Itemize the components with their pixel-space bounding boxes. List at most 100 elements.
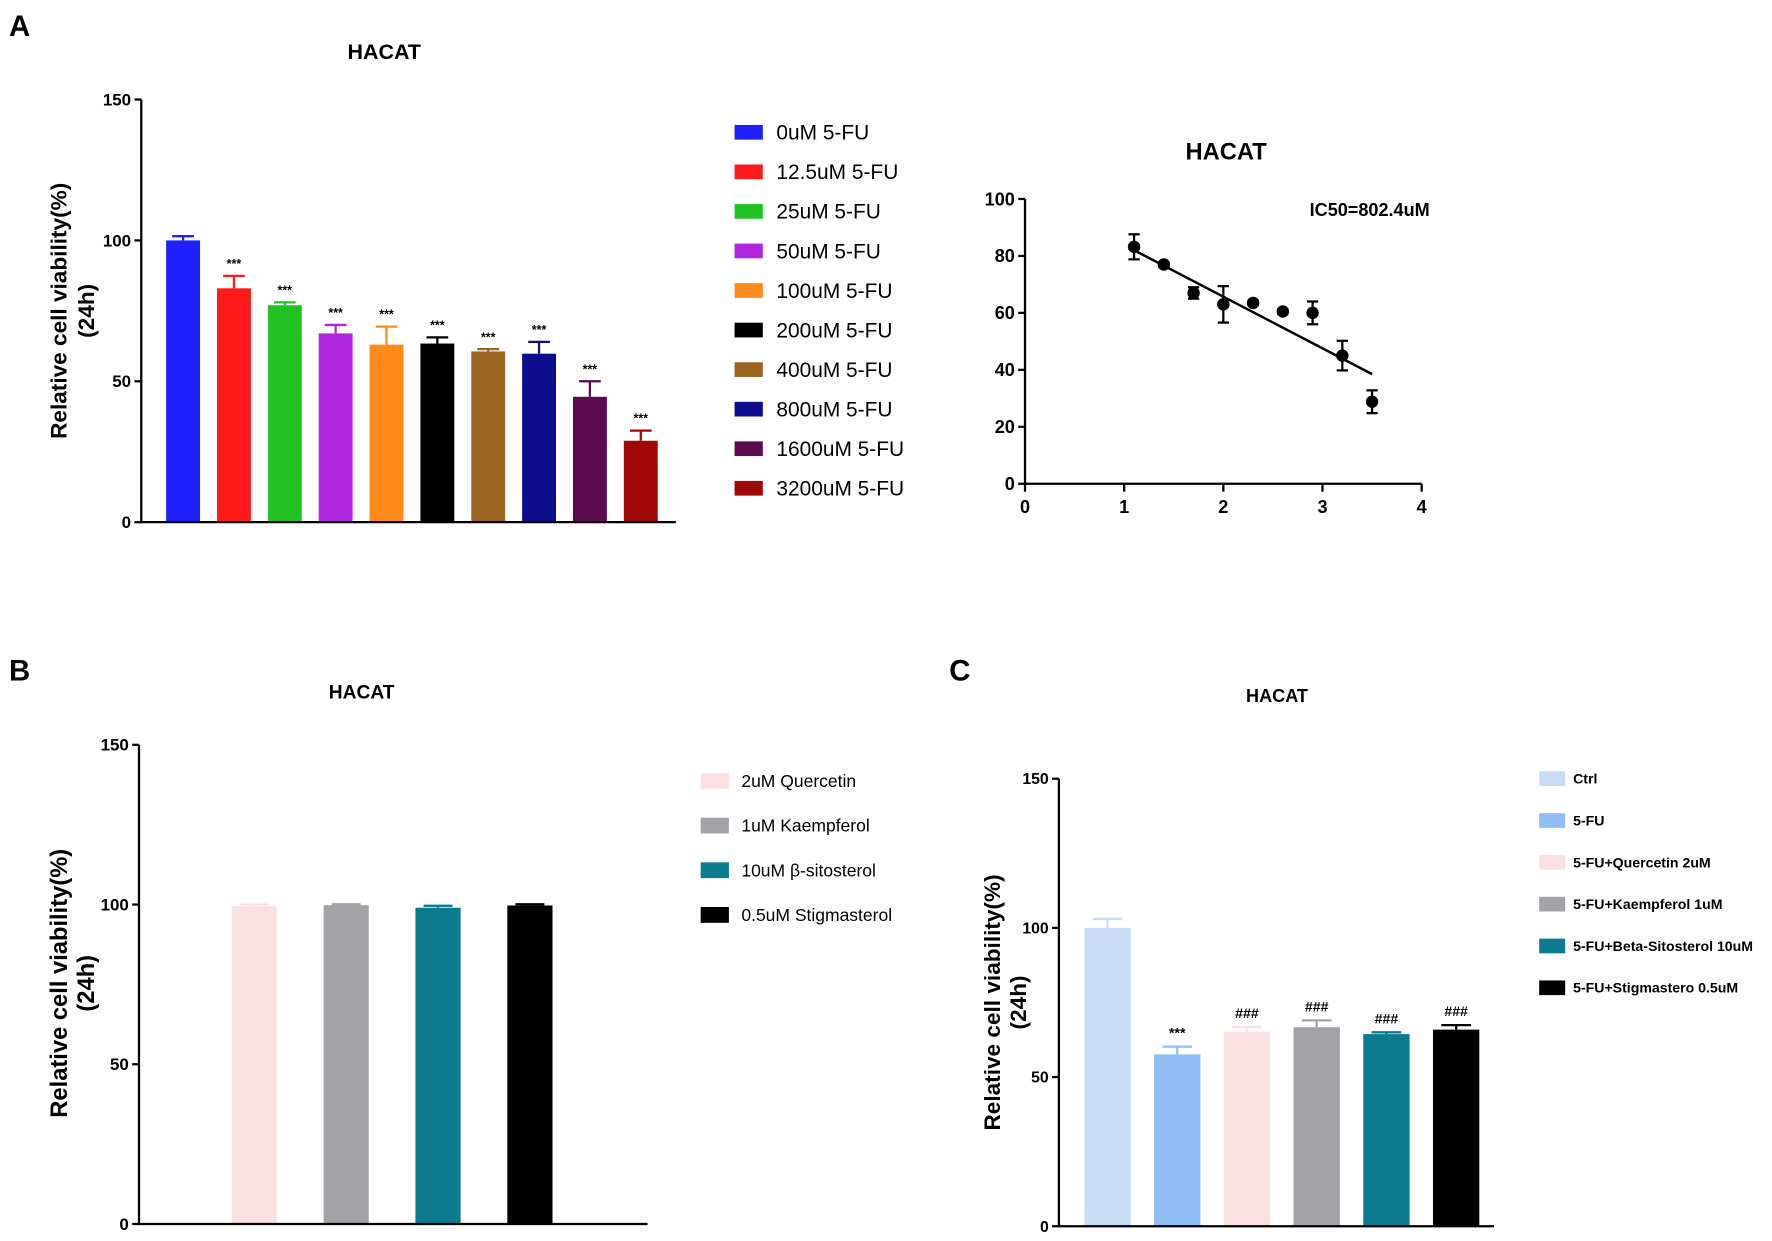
- a-bar-chart-y-axis-label-0: Relative cell viability(%): [47, 183, 72, 439]
- a-bar-chart-legend-swatch-9: [734, 480, 763, 496]
- a-ic50-curve-y-tick-label-0: 0: [1005, 474, 1015, 494]
- a-ic50-curve-fit-line: [1133, 249, 1373, 376]
- c-bar-chart-legend-swatch-2: [1539, 854, 1566, 870]
- c-bar-chart-legend-swatch-4: [1539, 938, 1566, 954]
- c-bar-chart-significance-5: ###: [1444, 1003, 1468, 1019]
- a-bar-chart-significance-7: ***: [532, 323, 547, 337]
- a-ic50-curve-y-tick-label-4: 80: [995, 246, 1015, 266]
- a-bar-chart-legend-label-0: 0uM 5-FU: [776, 122, 869, 145]
- a-bar-chart-legend-swatch-3: [734, 243, 763, 259]
- a-bar-chart-legend-label-6: 400uM 5-FU: [776, 359, 892, 382]
- a-bar-chart-bar-0: [166, 240, 201, 523]
- c-bar-chart-legend-swatch-1: [1539, 813, 1566, 828]
- a-bar-chart-bar-5: [420, 343, 455, 523]
- c-bar-chart-legend-label-0: Ctrl: [1573, 771, 1597, 787]
- b-bar-chart-legend-swatch-2: [700, 862, 729, 879]
- b-bar-chart-legend-label-2: 10uM β-sitosterol: [741, 860, 876, 880]
- c-bar-chart-legend-swatch-0: [1539, 771, 1566, 787]
- c-bar-chart-bar-1: [1154, 1054, 1201, 1227]
- b-bar-chart-title: HACAT: [329, 682, 395, 703]
- a-bar-chart-significance-5: ***: [430, 318, 445, 332]
- a-bar-chart-title: HACAT: [347, 40, 421, 64]
- a-bar-chart-significance-6: ***: [481, 330, 496, 344]
- a-ic50-curve-y-tick-label-1: 20: [995, 417, 1015, 437]
- a-ic50-curve-point-7: [1336, 349, 1349, 362]
- a-ic50-curve-y-tick-label-2: 40: [995, 360, 1015, 380]
- c-bar-chart-legend-label-4: 5-FU+Beta-Sitosterol 10uM: [1573, 938, 1753, 954]
- a-bar-chart-significance-1: ***: [227, 257, 242, 271]
- a-bar-chart-bar-1: [216, 288, 251, 523]
- a-bar-chart-legend-swatch-5: [734, 322, 763, 338]
- c-bar-chart-y-tick-label-0: 0: [1040, 1219, 1049, 1236]
- c-bar-chart-bar-5: [1432, 1029, 1480, 1227]
- a-bar-chart-bar-4: [369, 344, 404, 523]
- b-bar-chart-bar-0: [231, 906, 277, 1224]
- a-bar-chart-legend-label-4: 100uM 5-FU: [776, 280, 892, 303]
- a-bar-chart-legend-label-3: 50uM 5-FU: [776, 240, 880, 263]
- a-bar-chart-bar-9: [623, 440, 658, 523]
- a-ic50-curve-point-3: [1217, 298, 1230, 311]
- a-ic50-curve-point-8: [1365, 395, 1379, 408]
- a-ic50-curve-point-4: [1246, 296, 1260, 310]
- c-bar-chart-bar-0: [1084, 927, 1131, 1227]
- a-ic50-curve-x-tick-label-2: 2: [1218, 497, 1228, 517]
- a-bar-chart-significance-2: ***: [278, 283, 293, 297]
- a-bar-chart-bar-2: [267, 305, 302, 523]
- a-ic50-curve-point-6: [1306, 306, 1319, 320]
- c-bar-chart: HACAT Relative cell viability(%) (24h) *** #…: [980, 686, 1753, 1236]
- c-bar-chart-y-axis-label-1: (24h): [1006, 975, 1031, 1029]
- c-bar-chart-legend-swatch-5: [1539, 980, 1566, 996]
- a-ic50-curve: HACAT 0 1 2 3 4 IC50=802.4uM 0 20 40 60 80 100: [985, 139, 1430, 517]
- a-bar-chart-legend-swatch-2: [734, 204, 763, 219]
- a-ic50-curve-point-1: [1157, 258, 1171, 271]
- c-bar-chart-y-axis-label-0: Relative cell viability(%): [980, 874, 1005, 1130]
- a-bar-chart-bar-7: [522, 353, 557, 523]
- c-bar-chart-legend-label-3: 5-FU+Kaempferol 1uM: [1573, 896, 1722, 912]
- a-ic50-curve-y-tick-label-5: 100: [985, 189, 1015, 209]
- b-bar-chart-y-tick-label-0: 0: [119, 1215, 128, 1234]
- a-bar-chart: HACAT Relative cell viability(%) (24h) *** *…: [47, 40, 904, 532]
- a-bar-chart-y-axis-label-1: (24h): [74, 284, 99, 338]
- c-bar-chart-bar-2: [1223, 1031, 1271, 1227]
- a-ic50-curve-x-tick-label-3: 3: [1317, 497, 1327, 517]
- a-ic50-curve-x-tick-label-1: 1: [1119, 497, 1129, 517]
- b-bar-chart: HACAT Relative cell viability(%) (24h) 2uM …: [47, 682, 892, 1233]
- c-bar-chart-bar-3: [1293, 1027, 1340, 1227]
- b-bar-chart-legend-label-1: 1uM Kaempferol: [741, 816, 869, 836]
- a-bar-chart-bar-8: [572, 396, 607, 523]
- a-bar-chart-y-tick-label-3: 150: [103, 90, 131, 109]
- c-bar-chart-y-tick-label-1: 50: [1031, 1070, 1049, 1087]
- a-bar-chart-legend-swatch-7: [734, 401, 763, 417]
- b-bar-chart-legend-swatch-3: [700, 906, 729, 923]
- a-bar-chart-legend-label-9: 3200uM 5-FU: [776, 478, 904, 501]
- a-ic50-curve-x-tick-label-4: 4: [1417, 497, 1427, 517]
- c-bar-chart-legend-label-5: 5-FU+Stigmastero 0.5uM: [1573, 980, 1738, 996]
- c-bar-chart-significance-3: ###: [1305, 998, 1329, 1014]
- panel-label-c: C: [949, 654, 970, 687]
- c-bar-chart-y-tick-label-3: 150: [1022, 771, 1049, 788]
- a-bar-chart-bar-6: [471, 351, 506, 523]
- b-bar-chart-legend-label-0: 2uM Quercetin: [741, 771, 856, 791]
- c-bar-chart-significance-1: ***: [1169, 1025, 1186, 1041]
- a-ic50-curve-point-2: [1187, 286, 1200, 300]
- b-bar-chart-bar-2: [415, 907, 461, 1224]
- a-ic50-curve-y-tick-label-3: 60: [995, 303, 1015, 323]
- a-bar-chart-legend-swatch-4: [734, 283, 763, 298]
- a-ic50-curve-point-0: [1127, 240, 1141, 254]
- a-ic50-curve-title: HACAT: [1186, 139, 1268, 165]
- c-bar-chart-legend-label-2: 5-FU+Quercetin 2uM: [1573, 854, 1711, 870]
- b-bar-chart-legend-swatch-0: [700, 773, 729, 789]
- a-bar-chart-legend-label-8: 1600uM 5-FU: [776, 438, 904, 461]
- a-bar-chart-legend-swatch-0: [734, 124, 763, 140]
- a-bar-chart-legend-label-5: 200uM 5-FU: [776, 319, 892, 342]
- c-bar-chart-y-tick-label-2: 100: [1022, 920, 1049, 937]
- b-bar-chart-legend-label-3: 0.5uM Stigmasterol: [741, 905, 892, 925]
- c-bar-chart-legend-label-1: 5-FU: [1573, 812, 1604, 828]
- a-bar-chart-legend-swatch-1: [734, 164, 763, 180]
- a-bar-chart-legend-label-1: 12.5uM 5-FU: [776, 161, 898, 184]
- a-ic50-curve-point-5: [1276, 305, 1290, 318]
- b-bar-chart-legend-swatch-1: [700, 817, 729, 834]
- a-ic50-curve-ic50-annotation: IC50=802.4uM: [1310, 200, 1430, 220]
- b-bar-chart-y-axis-label-0: Relative cell viability(%): [47, 849, 73, 1118]
- a-bar-chart-y-tick-label-0: 0: [122, 513, 131, 532]
